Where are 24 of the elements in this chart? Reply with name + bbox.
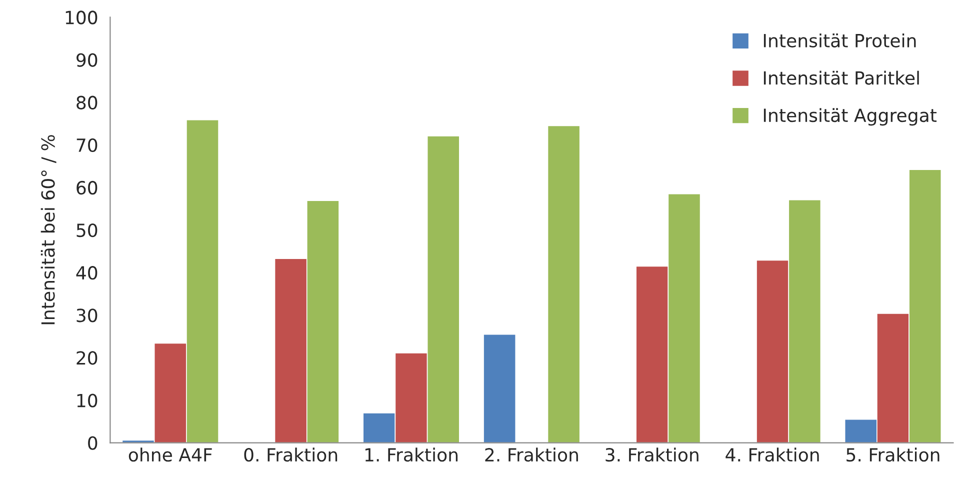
y-tick-label: 60 <box>76 180 98 195</box>
y-tick-label: 0 <box>88 436 98 450</box>
legend-label: Intensität Paritkel <box>764 70 919 85</box>
x-tick-label: 1. Fraktion <box>365 448 458 462</box>
y-axis-title: Intensität bei 60° / % <box>40 135 56 324</box>
y-tick-label: 10 <box>77 394 98 408</box>
y-tick-label: 80 <box>76 96 98 110</box>
y-tick-label: 30 <box>76 308 98 322</box>
y-tick-label: 70 <box>76 138 98 152</box>
x-tick-label: 4. Fraktion <box>726 448 819 462</box>
legend-label: Intensität Protein <box>764 33 916 48</box>
x-tick-label: 5. Fraktion <box>846 448 940 462</box>
legend-label: Intensität Aggregat <box>764 108 937 126</box>
x-tick-label: 2. Fraktion <box>485 448 578 462</box>
y-tick-label: 40 <box>76 266 98 280</box>
x-tick-label: ohne A4F <box>128 448 212 462</box>
y-tick-label: 50 <box>76 223 98 238</box>
y-tick-label: 20 <box>76 351 98 365</box>
y-tick-label: 90 <box>76 53 98 67</box>
bar <box>483 334 516 443</box>
x-tick-label: 3. Fraktion <box>606 448 698 462</box>
y-tick-label: 100 <box>66 10 98 24</box>
bar <box>547 125 580 443</box>
x-tick-label: 0. Fraktion <box>244 448 338 462</box>
